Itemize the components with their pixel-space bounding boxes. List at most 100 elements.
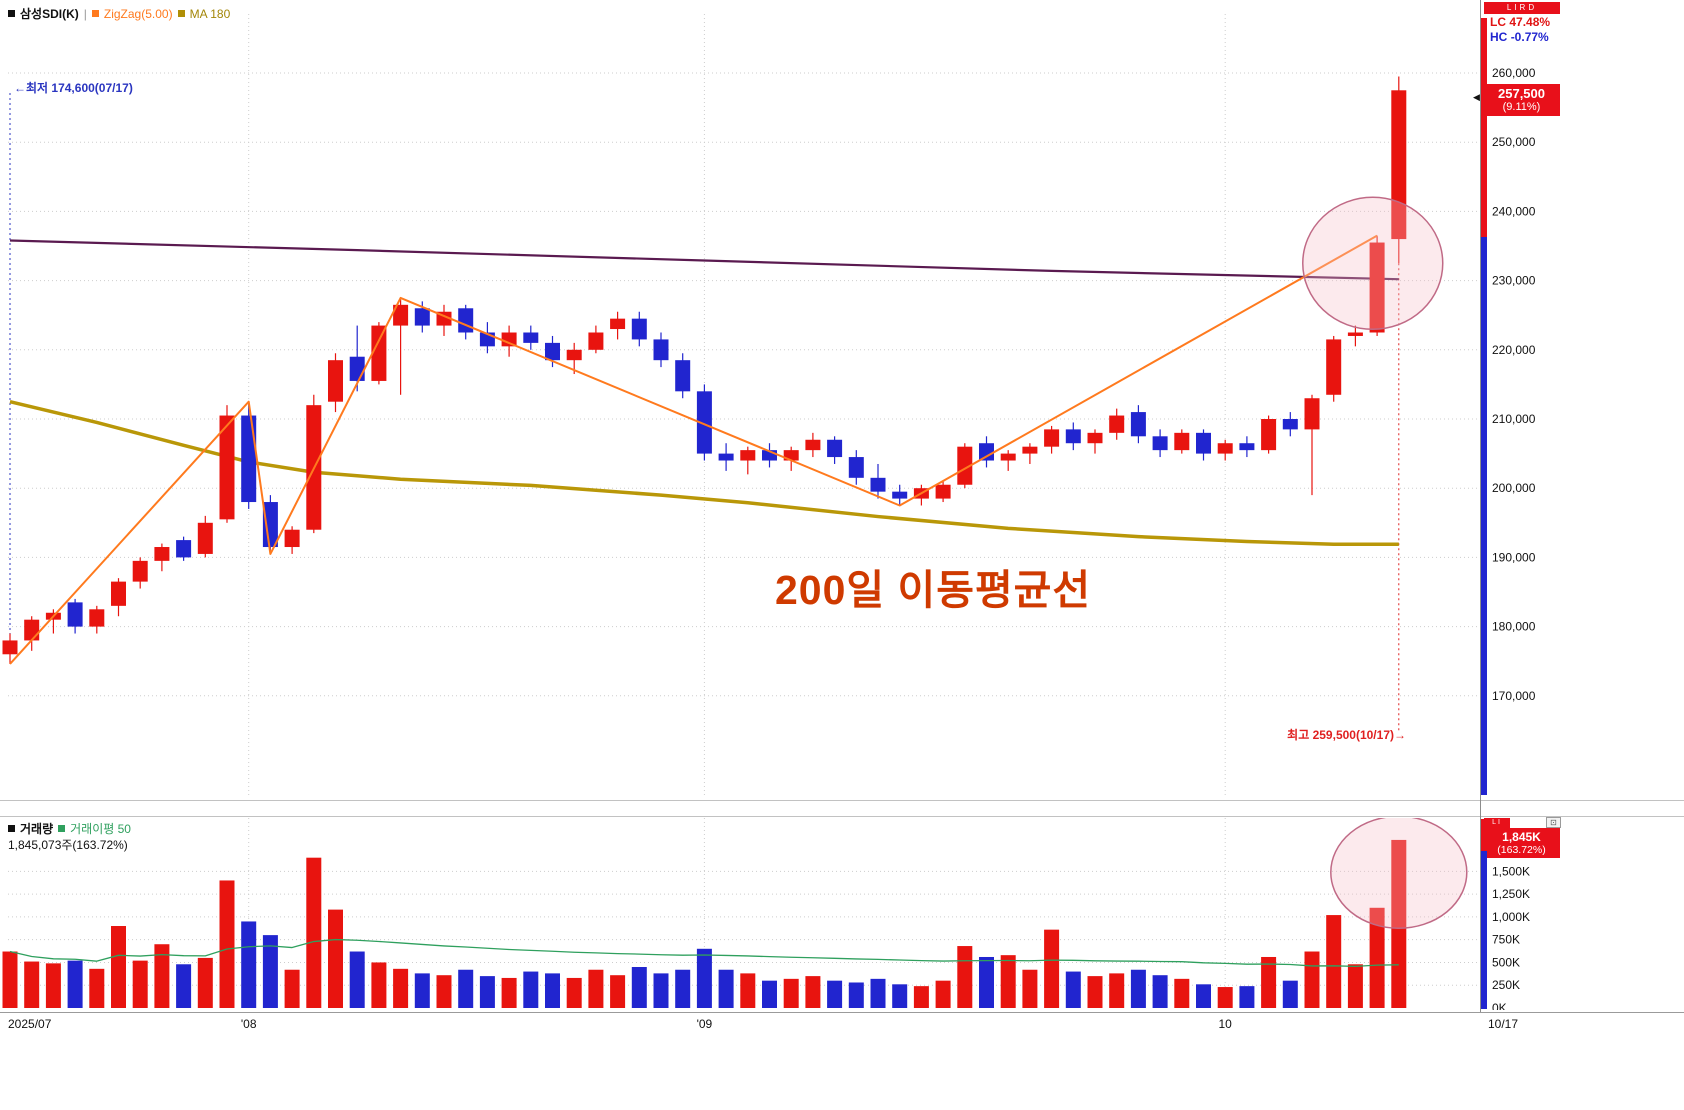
current-volume-pct: (163.72%) [1497,844,1546,856]
volume-bar [631,967,647,1008]
volume-bar [262,935,278,1008]
chart-legend: 삼성SDI(K) | ZigZag(5.00) MA 180 [8,5,230,22]
candle-body [762,450,777,461]
volume-bar [523,971,539,1008]
candle-body [1304,398,1320,430]
volume-ma-legend-label: 거래이평 50 [70,822,131,836]
candle-body [1217,443,1233,454]
candle-body [979,443,994,461]
candle-body [718,453,734,461]
candle-body [371,325,387,381]
price-tick-label: 260,000 [1492,66,1536,80]
current-volume-badge: 1,845K (163.72%) [1483,828,1560,858]
volume-bar [610,975,626,1008]
volume-bar [241,921,257,1008]
volume-bar [545,973,560,1008]
price-pane: 260,000 250,000 240,000 230,000 220,000 210,0… [0,0,1684,800]
volume-bar [45,963,61,1008]
volume-pane: 1,500K 1,250K 1,000K 750K 500K 250K 0K [0,818,1684,1010]
price-chart-canvas[interactable]: 260,000 250,000 240,000 230,000 220,000 210,0… [0,0,1684,800]
candle-body [610,318,626,330]
candle-body [566,349,582,361]
volume-bar [827,980,843,1008]
volume-ma-line [9,938,1399,968]
volume-bar [957,946,973,1008]
candle-body [588,332,604,350]
volume-bar [197,957,213,1008]
price-tick-label: 230,000 [1492,274,1536,288]
highlight-circle [1302,196,1444,331]
volume-bar [328,909,343,1008]
candle-body [1087,432,1103,444]
volume-bar [111,926,126,1008]
price-axis-strip-below [1481,237,1487,795]
candle-body [892,491,908,499]
volume-pane-window-icon[interactable]: ⊡ [1546,817,1561,828]
volume-chart-canvas[interactable]: 1,500K 1,250K 1,000K 750K 500K 250K 0K [0,818,1684,1010]
candle-body [1022,446,1038,454]
chart-toolbar-buttons[interactable]: LIRD [1484,2,1560,14]
candle-body [1369,242,1385,333]
volume-bar [501,977,517,1008]
candle-body [805,439,821,451]
volume-bar [219,880,235,1008]
candle-body [1174,432,1190,451]
candle-body [24,619,40,641]
volume-tick-label: 250K [1492,978,1520,992]
volume-bar [414,973,430,1008]
volume-bar [653,973,669,1008]
hc-value: -0.77% [1510,30,1549,44]
volume-bar [588,969,604,1008]
candle-body [284,529,300,548]
volume-bar [458,969,474,1008]
volume-bar [1087,976,1103,1008]
volume-bar [696,948,712,1008]
highlight-circle [1330,818,1468,929]
upper-ma-line [9,239,1399,281]
price-tick-label: 250,000 [1492,135,1536,149]
volume-toolbar-buttons[interactable]: LI [1484,818,1510,828]
candle-body [870,477,886,492]
candle-body [67,602,83,627]
volume-bar [762,980,777,1008]
volume-bar [393,968,409,1008]
price-tick-label: 200,000 [1492,481,1536,495]
hc-label: HC [1490,30,1508,44]
volume-bar [1369,907,1385,1008]
series-marker-icon [8,10,15,17]
volume-bar [1174,978,1190,1008]
x-axis-label: 2025/07 [8,1017,52,1031]
price-marker-arrow-icon: ◀ [1473,92,1480,102]
price-tick-label: 210,000 [1492,412,1536,426]
current-price: 257,500 [1498,86,1545,101]
volume-bar [1152,975,1168,1008]
volume-bar [1022,969,1038,1008]
volume-legend: 거래량 거래이평 50 [8,820,131,837]
lc-hc-readout: LC 47.48% HC -0.77% [1490,15,1550,45]
lc-label: LC [1490,15,1506,29]
highest-price-annotation: 최고 259,500(10/17)→ [1287,728,1406,742]
candle-body [414,308,430,326]
current-volume: 1,845K [1502,830,1541,844]
current-change-pct: (9.11%) [1502,101,1541,113]
candle-body [1282,419,1298,430]
candle-body [1065,429,1081,444]
pane-divider[interactable] [0,800,1684,817]
volume-bar [1282,980,1298,1008]
candle-body [1152,436,1168,451]
volume-axis-strip-below [1481,851,1487,1009]
volume-bar [1196,984,1211,1008]
candle-body [1239,443,1255,451]
volume-marker-icon [8,825,15,832]
volume-legend-label: 거래량 [20,822,54,836]
volume-bar [1347,964,1363,1008]
candle-body [523,332,539,343]
volume-bar [783,978,799,1008]
x-axis-label: '08 [240,1017,257,1031]
volume-bar [740,973,756,1008]
volume-bar [1065,971,1081,1008]
volume-bar [913,986,929,1008]
volume-tick-label: 500K [1492,955,1520,969]
candle-body [176,540,192,558]
